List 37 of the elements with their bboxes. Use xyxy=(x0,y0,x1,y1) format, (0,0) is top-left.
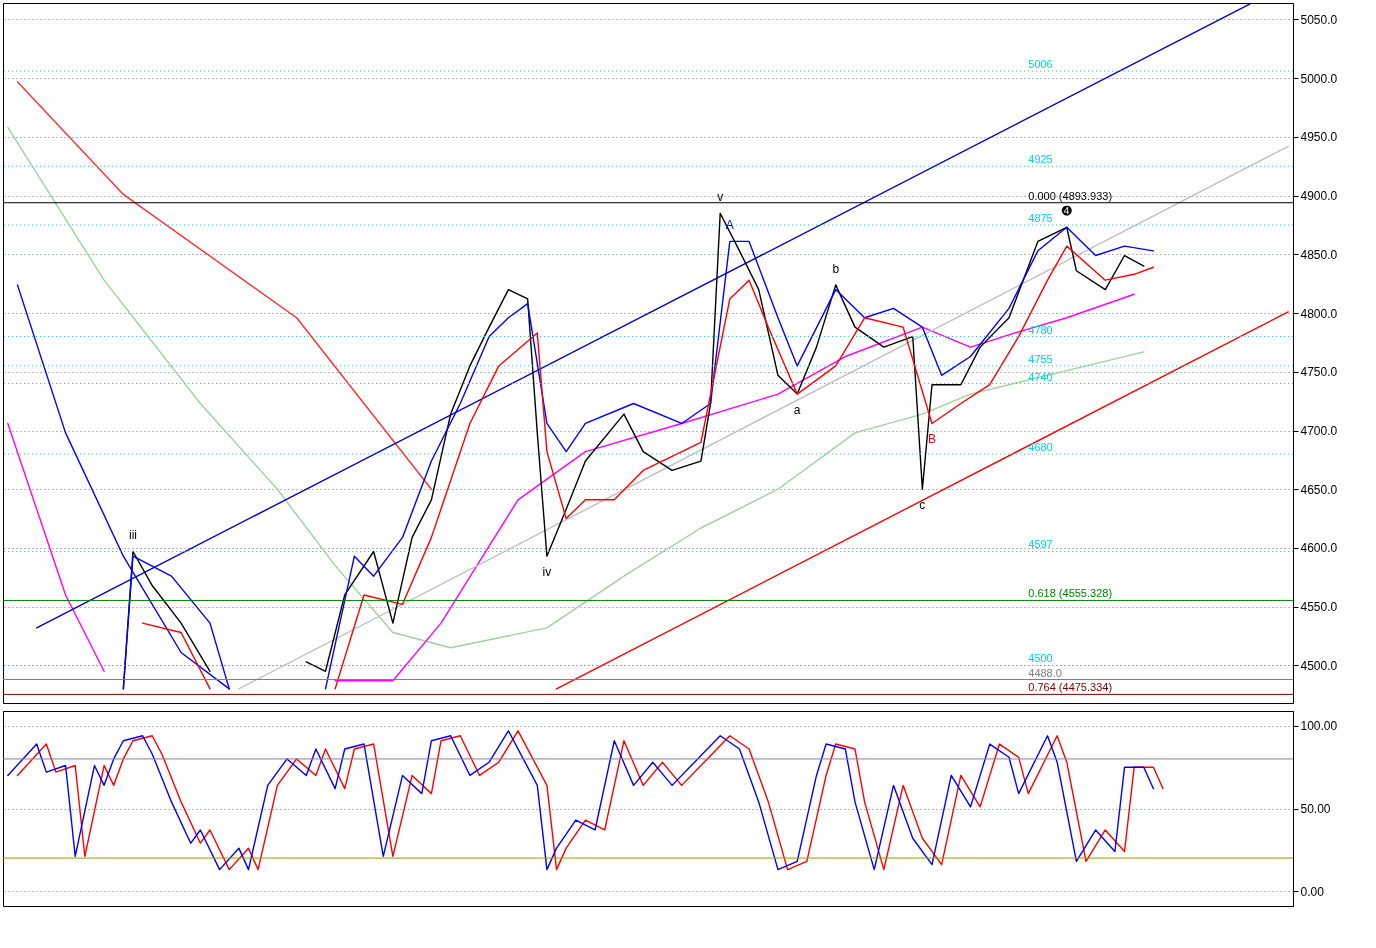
y-tick-label: 4800.0 xyxy=(1300,306,1338,321)
y-tick-label: 5000.0 xyxy=(1300,71,1338,86)
ref-line-label: 0.764 (4475.334) xyxy=(1028,681,1113,694)
ref-line-label: 4925 xyxy=(1028,153,1053,166)
data-label: a xyxy=(793,403,801,418)
y-tick-label: 4950.0 xyxy=(1300,130,1338,145)
data-label: ➍ xyxy=(1061,204,1072,219)
ref-line-label: 5006 xyxy=(1028,58,1053,71)
y-tick-label: 100.00 xyxy=(1300,719,1338,734)
ref-line-label: 4780 xyxy=(1028,323,1053,336)
y-tick-label: 4500.0 xyxy=(1300,658,1338,673)
y-tick-label: 4600.0 xyxy=(1300,541,1338,556)
ref-line-label: 4755 xyxy=(1028,352,1053,365)
y-tick-label: 4650.0 xyxy=(1300,482,1338,497)
ref-line-label: 0.618 (4555.328) xyxy=(1028,587,1113,600)
y-tick-label: 4550.0 xyxy=(1300,600,1338,615)
data-label: iii xyxy=(128,528,137,543)
data-label: c xyxy=(919,498,926,513)
ref-line-label: 4740 xyxy=(1028,370,1053,383)
y-tick-label: 4700.0 xyxy=(1300,424,1338,439)
y-tick-label: 5050.0 xyxy=(1300,12,1338,27)
ref-line-label: 4680 xyxy=(1028,441,1053,454)
ref-line-label: 4500 xyxy=(1028,652,1053,665)
ref-line-label: 4875 xyxy=(1028,211,1053,224)
y-tick-label: 0.00 xyxy=(1300,884,1325,899)
ref-line-label: 4597 xyxy=(1028,538,1053,551)
data-label: A xyxy=(725,218,734,233)
data-label: iv xyxy=(542,565,552,580)
y-tick-label: 50.00 xyxy=(1300,802,1331,816)
y-tick-label: 4900.0 xyxy=(1300,189,1338,204)
data-label: B xyxy=(927,432,936,447)
data-label: b xyxy=(832,261,840,276)
y-tick-label: 4850.0 xyxy=(1300,247,1338,262)
y-tick-label: 4750.0 xyxy=(1300,365,1338,380)
ref-line-label: 4488.0 xyxy=(1028,666,1062,679)
data-label: v xyxy=(717,190,724,205)
ref-line-label: 0.000 (4893.933) xyxy=(1028,189,1113,202)
